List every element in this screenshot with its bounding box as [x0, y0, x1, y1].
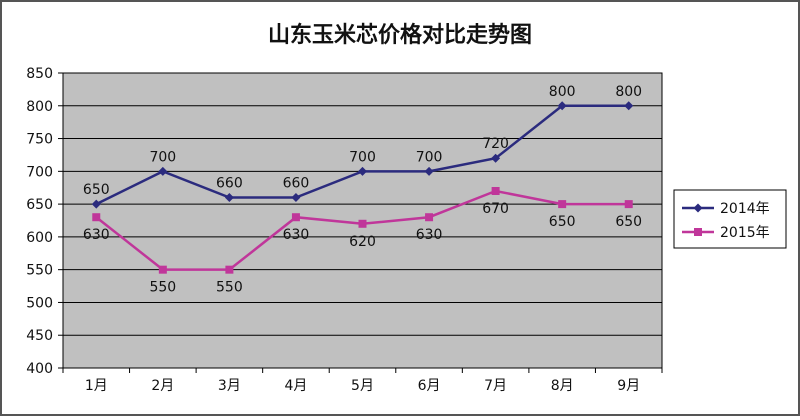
data-label: 650 [549, 214, 576, 230]
data-label: 650 [83, 182, 110, 198]
data-label: 660 [283, 176, 310, 192]
plot-area: 400 450 500 550 600 650 700 750 800 850 1月 2月 3月 4月 5月… [26, 66, 663, 394]
data-point [291, 213, 300, 222]
data-point [491, 187, 500, 195]
data-label: 630 [283, 227, 310, 243]
data-label: 700 [416, 149, 443, 165]
x-tick-label: 6月 [418, 378, 441, 394]
data-point [491, 153, 501, 163]
data-point [624, 101, 634, 111]
x-tick-label: 3月 [218, 378, 241, 394]
y-tick-label: 450 [26, 328, 53, 344]
legend: 2014年 2015年 [673, 189, 787, 249]
data-label: 670 [482, 201, 509, 217]
y-tick-label: 550 [26, 263, 53, 279]
x-tick-label: 5月 [351, 378, 374, 394]
data-label: 700 [349, 149, 376, 165]
legend-box [673, 189, 787, 249]
data-label: 720 [482, 136, 509, 152]
data-point [358, 219, 367, 228]
chart-title: 山东玉米芯价格对比走势图 [268, 22, 532, 48]
data-label: 800 [549, 84, 576, 100]
data-label: 630 [83, 227, 110, 243]
x-tick-label: 4月 [284, 378, 307, 394]
y-tick-label: 750 [26, 132, 53, 148]
x-tick-label: 7月 [484, 378, 507, 394]
data-point [425, 213, 434, 222]
data-point [91, 199, 101, 209]
y-tick-label: 400 [26, 361, 53, 377]
x-tick-label: 2月 [151, 378, 174, 394]
data-label: 550 [216, 280, 243, 296]
y-tick-label: 650 [26, 197, 53, 213]
data-point [291, 193, 301, 203]
data-label: 700 [149, 149, 176, 165]
x-tick-label: 9月 [617, 378, 640, 394]
y-tick-label: 600 [26, 230, 53, 246]
y-tick-label: 850 [26, 66, 53, 82]
data-point [624, 200, 633, 209]
y-tick-label: 700 [26, 164, 53, 180]
data-point [224, 193, 234, 203]
legend-marker [694, 228, 702, 236]
x-tick-label: 8月 [551, 378, 574, 394]
data-point [225, 265, 234, 274]
x-tick-label: 1月 [85, 378, 108, 394]
data-label: 800 [615, 84, 642, 100]
data-label: 550 [149, 280, 176, 296]
data-point [158, 265, 167, 274]
data-label: 620 [349, 234, 376, 250]
y-tick-label: 500 [26, 295, 53, 311]
data-point [92, 213, 101, 222]
legend-label: 2014年 [720, 201, 770, 217]
legend-label: 2015年 [720, 225, 770, 241]
y-tick-label: 800 [26, 99, 53, 115]
data-label: 660 [216, 176, 243, 192]
data-point [557, 101, 567, 111]
data-point [558, 200, 567, 209]
data-point [358, 166, 367, 176]
data-label: 650 [615, 214, 642, 230]
legend-marker [693, 203, 703, 213]
data-point [158, 166, 168, 176]
data-point [424, 166, 434, 176]
data-label: 630 [416, 227, 443, 243]
